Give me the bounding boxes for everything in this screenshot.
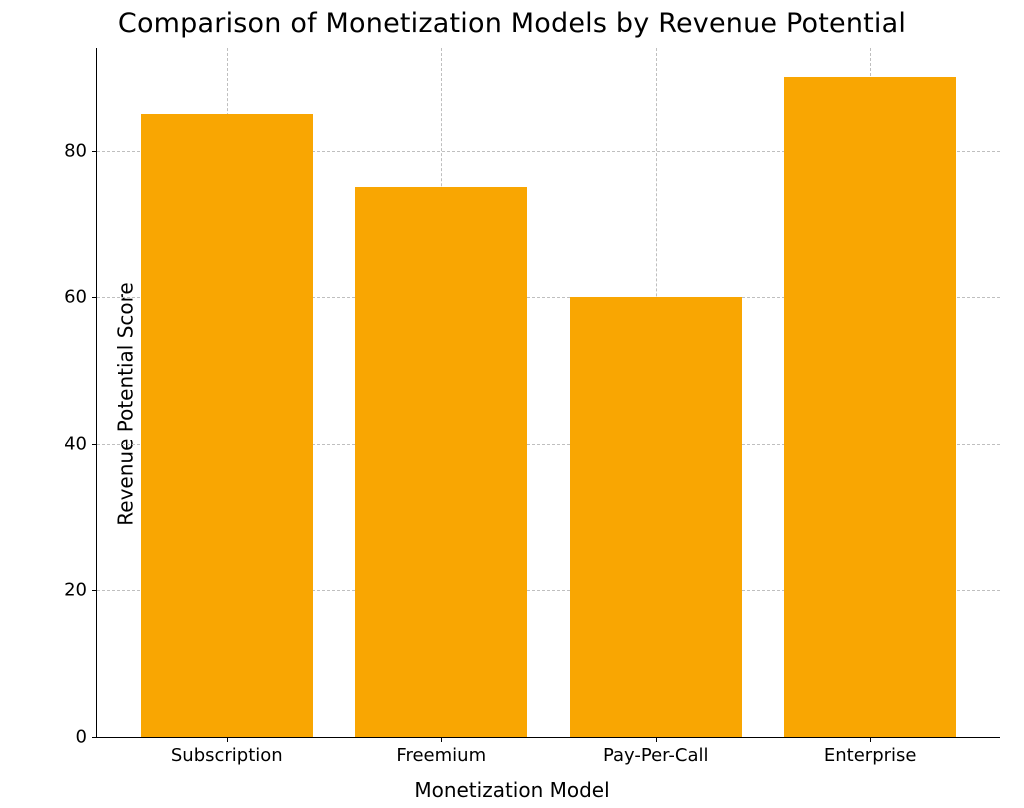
ytick-label: 60 — [64, 287, 97, 308]
plot-area: 020406080SubscriptionFreemiumPay-Per-Cal… — [96, 48, 1000, 738]
xtick-label: Pay-Per-Call — [603, 737, 709, 766]
x-axis-label: Monetization Model — [0, 778, 1024, 802]
bar — [141, 114, 313, 737]
bar — [784, 77, 956, 737]
bar — [570, 297, 742, 737]
chart-container: Comparison of Monetization Models by Rev… — [0, 0, 1024, 808]
chart-title: Comparison of Monetization Models by Rev… — [0, 8, 1024, 39]
bar — [355, 187, 527, 737]
xtick-label: Freemium — [396, 737, 486, 766]
xtick-label: Enterprise — [824, 737, 917, 766]
xtick-label: Subscription — [171, 737, 283, 766]
ytick-label: 0 — [76, 727, 97, 748]
ytick-label: 20 — [64, 580, 97, 601]
ytick-label: 40 — [64, 433, 97, 454]
ytick-label: 80 — [64, 140, 97, 161]
